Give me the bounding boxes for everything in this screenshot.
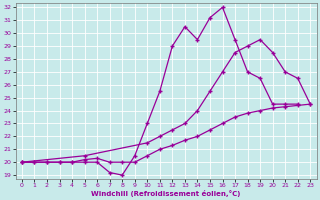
- X-axis label: Windchill (Refroidissement éolien,°C): Windchill (Refroidissement éolien,°C): [92, 190, 241, 197]
